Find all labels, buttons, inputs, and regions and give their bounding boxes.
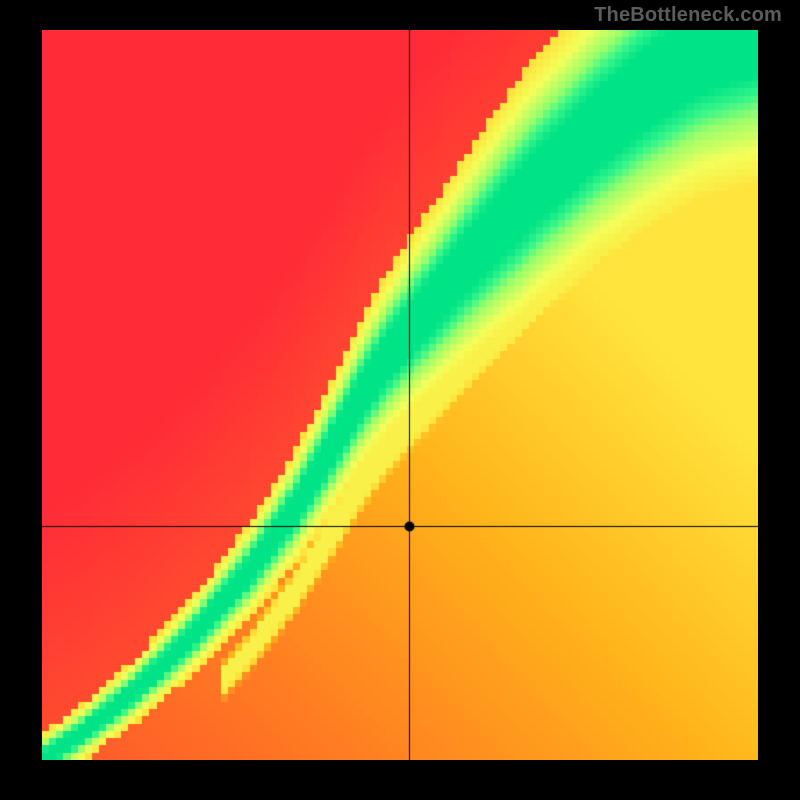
watermark-text: TheBottleneck.com — [594, 4, 782, 27]
heatmap-canvas — [42, 30, 758, 760]
chart-container: TheBottleneck.com — [0, 0, 800, 800]
